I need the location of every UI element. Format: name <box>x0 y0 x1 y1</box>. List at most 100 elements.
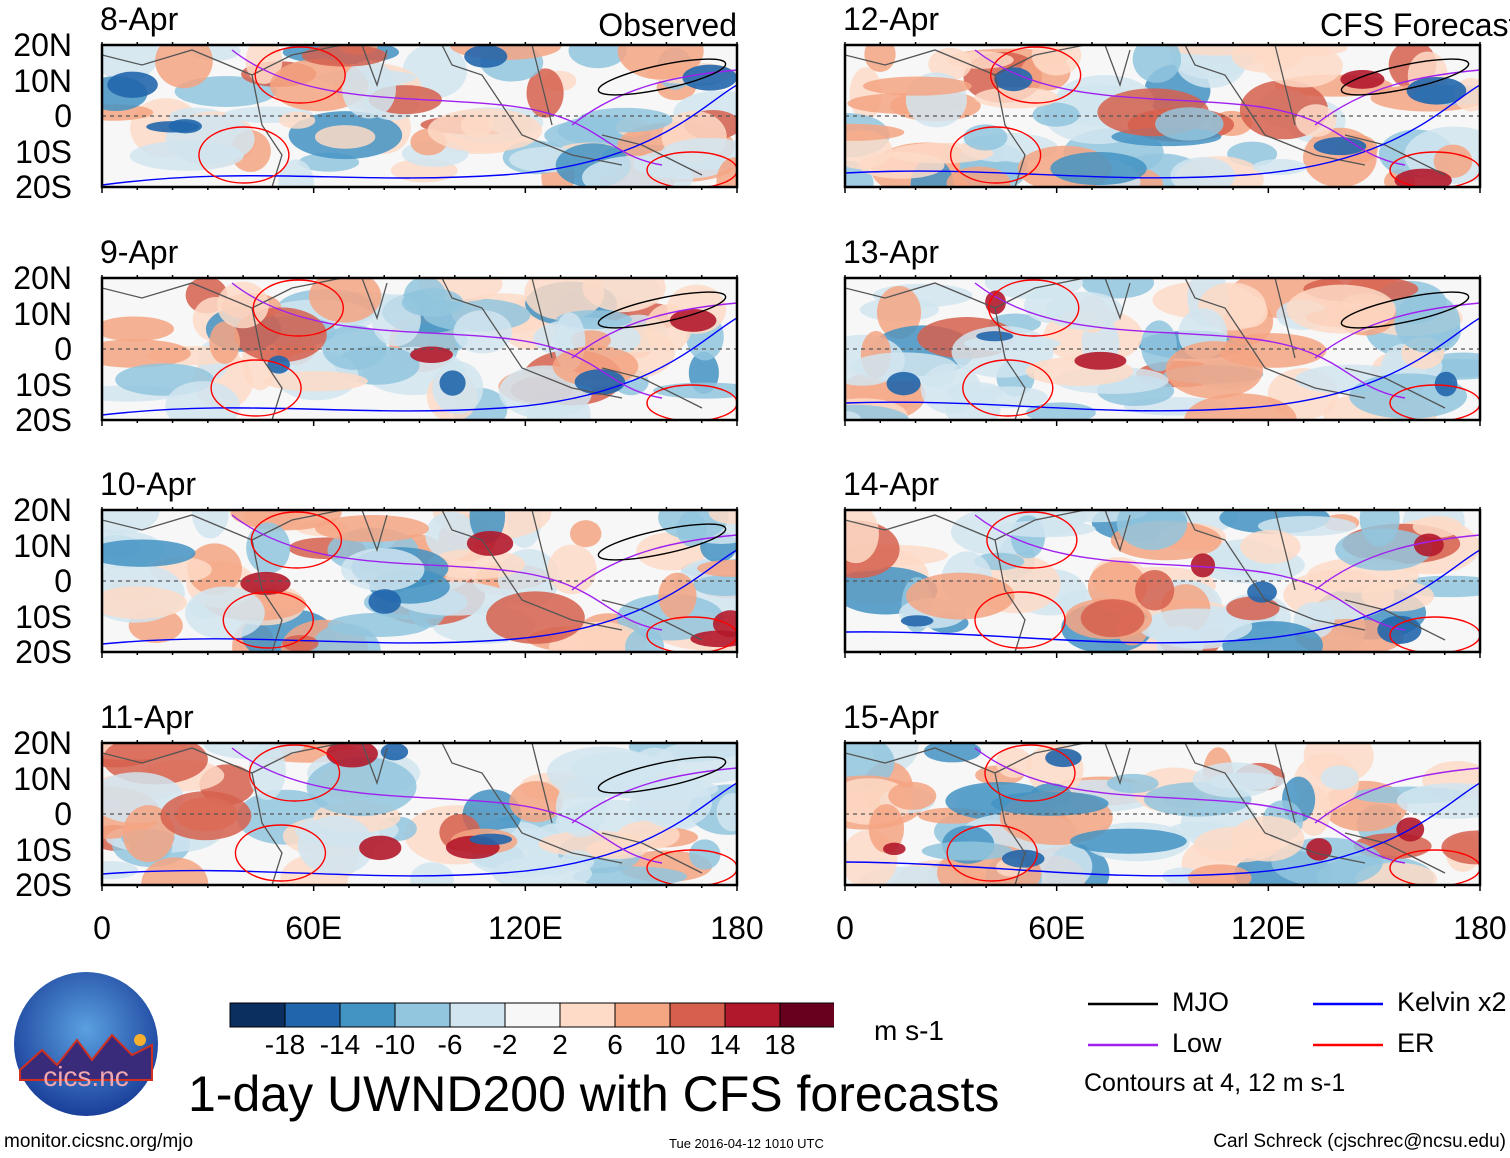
anomaly-shading <box>569 520 602 548</box>
colorbar-label: -18 <box>264 1029 306 1060</box>
anomaly-shading <box>102 539 196 567</box>
anomaly-shading <box>1045 748 1082 768</box>
x-tick-label: 60E <box>285 910 343 946</box>
anomaly-shading <box>403 278 447 316</box>
anomaly-shading <box>1226 596 1280 621</box>
er-contour <box>250 511 343 569</box>
footer-url[interactable]: monitor.cicsnc.org/mjo <box>4 1131 194 1152</box>
legend-label: ER <box>1397 1028 1435 1058</box>
x-tick-label: 0 <box>93 910 111 946</box>
anomaly-shading <box>453 310 513 354</box>
anomaly-shading <box>850 352 957 381</box>
anomaly-shading <box>886 371 921 396</box>
map-panel <box>843 507 1482 658</box>
anomaly-shading <box>1081 278 1155 299</box>
anomaly-shading <box>1106 773 1159 794</box>
anomaly-shading <box>951 325 1054 378</box>
anomaly-shading <box>996 520 1096 538</box>
y-tick-label: 10N <box>13 760 72 797</box>
anomaly-shading <box>845 404 910 420</box>
anomaly-shading <box>716 793 737 832</box>
kelvin-contour <box>845 782 1480 877</box>
y-tick-label: 10N <box>13 62 72 99</box>
kelvin-contour <box>845 549 1480 644</box>
anomaly-shading <box>1184 393 1297 420</box>
anomaly-shading <box>1377 615 1422 644</box>
anomaly-shading <box>845 123 905 141</box>
y-tick-label: 20S <box>15 169 72 205</box>
y-tick-label: 10S <box>15 831 72 868</box>
anomaly-shading <box>191 510 229 539</box>
anomaly-shading <box>466 530 514 556</box>
anomaly-shading <box>876 285 922 340</box>
anomaly-shading <box>1070 828 1187 854</box>
anomaly-shading <box>582 278 666 312</box>
er-contour <box>646 849 737 885</box>
anomaly-shading <box>985 290 1006 315</box>
panel-date-title: 12-Apr <box>843 1 940 37</box>
anomaly-shading <box>107 71 158 98</box>
y-tick-label: 10S <box>15 366 72 403</box>
y-tick-label: 20N <box>13 725 72 761</box>
er-contour <box>1389 384 1480 420</box>
anomaly-shading <box>425 511 477 560</box>
anomaly-shading <box>427 548 526 580</box>
anomaly-shading <box>708 510 737 525</box>
anomaly-shading <box>187 543 242 595</box>
anomaly-shading <box>341 548 425 591</box>
anomaly-shading <box>1247 581 1277 603</box>
anomaly-shading <box>625 628 665 652</box>
anomaly-shading <box>669 309 717 332</box>
x-tick-label: 180 <box>710 910 764 946</box>
kelvin-contour <box>845 84 1480 179</box>
anomaly-shading <box>1257 516 1357 537</box>
er-contour <box>986 511 1078 569</box>
anomaly-shading <box>314 125 376 149</box>
anomaly-shading <box>864 45 896 72</box>
anomaly-shading <box>267 355 290 374</box>
anomaly-shading <box>102 339 191 368</box>
anomaly-shading <box>692 575 737 596</box>
y-tick-label: 20S <box>15 867 72 903</box>
er-contour <box>252 279 345 337</box>
anomaly-shading <box>509 781 563 823</box>
anomaly-shading <box>359 835 402 861</box>
mjo-contour <box>597 756 727 794</box>
anomaly-shading <box>1074 351 1127 370</box>
anomaly-shading <box>306 756 417 817</box>
legend-line-mjo <box>1088 1002 1158 1006</box>
colorbar-label: 18 <box>764 1029 796 1060</box>
x-tick-label: 60E <box>1028 910 1086 946</box>
anomaly-shading <box>160 791 252 841</box>
anomaly-shading <box>888 781 937 810</box>
colorbar-swatch <box>559 1002 616 1028</box>
panel-date-title: 11-Apr <box>100 699 194 735</box>
anomaly-shading <box>380 743 409 761</box>
anomaly-shading <box>282 635 319 652</box>
er-contour <box>988 279 1080 337</box>
anomaly-shading <box>102 45 160 81</box>
er-contour <box>248 744 341 802</box>
anomaly-shading <box>1413 533 1444 557</box>
anomaly-shading <box>1306 838 1332 861</box>
panel-date-title: 14-Apr <box>843 466 940 502</box>
colorbar-label: 6 <box>607 1029 623 1060</box>
contour-note: Contours at 4, 12 m s-1 <box>1084 1069 1346 1097</box>
anomaly-shading <box>410 862 454 885</box>
anomaly-shading <box>658 572 697 620</box>
anomaly-shading <box>1340 69 1385 89</box>
anomaly-shading <box>637 776 712 829</box>
anomaly-shading <box>297 815 375 876</box>
colorbar-label: 2 <box>552 1029 568 1060</box>
map-panel <box>843 42 1482 193</box>
y-tick-label: 20N <box>13 27 72 63</box>
er-contour <box>962 359 1054 417</box>
y-tick-label: 20N <box>13 260 72 296</box>
anomaly-shading <box>921 841 1013 861</box>
anomaly-shading <box>102 510 160 535</box>
anomaly-shading <box>577 107 673 133</box>
er-contour <box>198 126 290 184</box>
anomaly-shading <box>439 370 466 396</box>
anomaly-shading <box>682 64 737 91</box>
